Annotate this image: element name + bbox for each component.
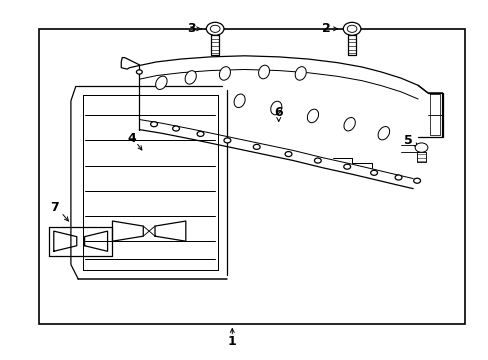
Circle shape bbox=[150, 122, 157, 127]
Ellipse shape bbox=[185, 71, 196, 84]
Circle shape bbox=[197, 131, 203, 136]
Circle shape bbox=[285, 152, 291, 157]
Circle shape bbox=[346, 25, 356, 32]
Text: 3: 3 bbox=[187, 22, 196, 35]
Ellipse shape bbox=[234, 94, 244, 108]
Circle shape bbox=[314, 158, 321, 163]
Ellipse shape bbox=[343, 117, 355, 131]
Circle shape bbox=[136, 70, 142, 74]
Text: 1: 1 bbox=[227, 335, 236, 348]
Circle shape bbox=[370, 170, 377, 175]
Circle shape bbox=[253, 144, 260, 149]
Ellipse shape bbox=[295, 67, 305, 80]
Circle shape bbox=[343, 22, 360, 35]
Circle shape bbox=[394, 175, 401, 180]
Text: 2: 2 bbox=[322, 22, 330, 35]
Circle shape bbox=[343, 164, 350, 169]
Bar bbox=[39, 29, 464, 324]
Circle shape bbox=[413, 178, 420, 183]
Text: 7: 7 bbox=[50, 201, 59, 213]
Circle shape bbox=[224, 138, 230, 143]
Ellipse shape bbox=[258, 65, 269, 79]
Ellipse shape bbox=[219, 67, 230, 80]
Circle shape bbox=[210, 25, 220, 32]
Ellipse shape bbox=[155, 76, 167, 90]
Ellipse shape bbox=[307, 109, 318, 123]
Circle shape bbox=[414, 143, 427, 152]
Ellipse shape bbox=[377, 126, 389, 140]
Circle shape bbox=[172, 126, 179, 131]
Text: 6: 6 bbox=[274, 106, 283, 119]
Text: 4: 4 bbox=[127, 132, 136, 145]
Circle shape bbox=[206, 22, 224, 35]
Ellipse shape bbox=[270, 101, 281, 115]
Text: 5: 5 bbox=[404, 134, 412, 147]
